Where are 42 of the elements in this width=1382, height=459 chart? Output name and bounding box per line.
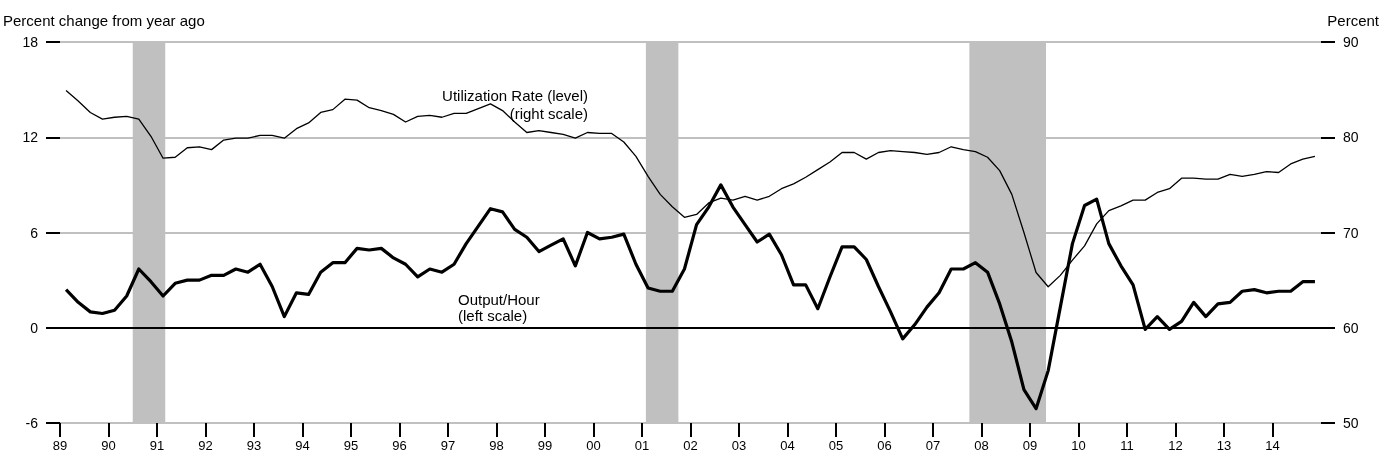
- x-tick-label: 14: [1265, 438, 1280, 453]
- x-tick-label: 09: [1022, 438, 1038, 453]
- x-tick-label: 07: [925, 438, 941, 453]
- y2-tick-label: 90: [1343, 34, 1359, 50]
- x-tick-label: 06: [877, 438, 892, 453]
- x-tick-label: 92: [198, 438, 213, 453]
- x-tick-label: 02: [683, 438, 698, 453]
- y-tick-label: 18: [22, 34, 39, 50]
- y2-tick-label: 60: [1343, 319, 1359, 336]
- y-tick-label: -6: [25, 415, 39, 431]
- annotation: (left scale): [458, 307, 528, 324]
- annotation: (right scale): [509, 105, 588, 122]
- x-tick-label: 99: [537, 438, 553, 453]
- x-tick-label: 94: [295, 438, 310, 453]
- y2-tick-label: 80: [1343, 129, 1359, 146]
- x-tick-label: 11: [1120, 438, 1134, 453]
- x-tick-label: 08: [974, 438, 989, 453]
- annotation: Output/Hour: [458, 291, 540, 308]
- y2-axis-title: Percent: [1327, 12, 1380, 29]
- x-tick-label: 98: [489, 438, 504, 453]
- x-tick-label: 03: [731, 438, 747, 453]
- y-axis-title: Percent change from year ago: [3, 12, 205, 29]
- y2-tick-label: 70: [1343, 224, 1359, 241]
- x-tick-label: 00: [586, 438, 601, 453]
- annotation: Utilization Rate (level): [442, 87, 588, 104]
- x-tick-label: 93: [246, 438, 262, 453]
- x-tick-label: 97: [440, 438, 456, 453]
- x-tick-label: 13: [1216, 438, 1232, 453]
- y-tick-label: 6: [30, 224, 39, 241]
- x-tick-label: 89: [52, 438, 68, 453]
- x-tick-label: 10: [1071, 438, 1086, 453]
- x-tick-label: 90: [101, 438, 116, 453]
- x-tick-label: 05: [828, 438, 844, 453]
- y-tick-label: 12: [22, 129, 39, 146]
- x-tick-label: 96: [392, 438, 407, 453]
- x-tick-label: 95: [343, 438, 359, 453]
- x-tick-label: 91: [149, 438, 165, 453]
- y-tick-label: 0: [30, 319, 39, 336]
- x-tick-label: 12: [1168, 438, 1183, 453]
- x-tick-label: 04: [780, 438, 795, 453]
- x-tick-label: 01: [634, 438, 650, 453]
- y2-tick-label: 50: [1343, 415, 1359, 431]
